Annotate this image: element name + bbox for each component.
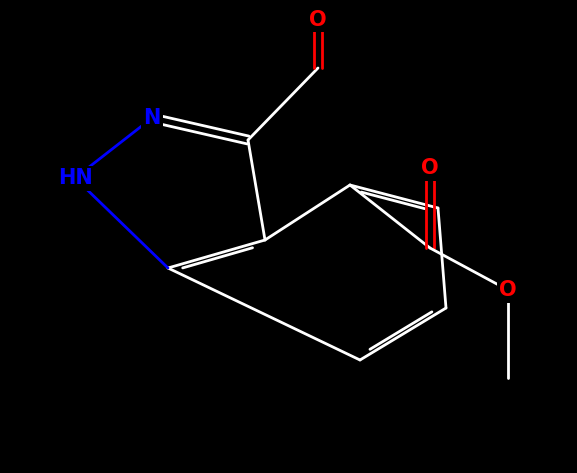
Text: O: O [421, 158, 439, 178]
Text: O: O [499, 280, 517, 300]
Text: O: O [309, 10, 327, 30]
Text: N: N [143, 108, 160, 128]
Text: HN: HN [58, 168, 92, 188]
